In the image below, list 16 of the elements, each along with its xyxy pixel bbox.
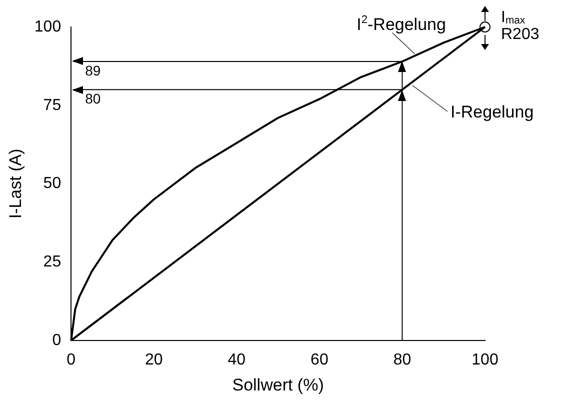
x-axis-title: Sollwert (%) (232, 375, 324, 394)
ref-line-label: 89 (85, 62, 101, 78)
x-tick-label: 40 (228, 351, 246, 368)
x-tick-label: 20 (144, 351, 163, 368)
x-tick-label: 60 (310, 351, 328, 368)
x-tick-label: 0 (66, 351, 76, 368)
y-tick-label: 50 (43, 175, 62, 192)
ref-line-label: 80 (85, 90, 101, 107)
x-tick-label: 100 (472, 351, 498, 368)
y-tick-label: 100 (34, 18, 62, 36)
y-tick-label: 25 (43, 253, 62, 270)
y-tick-label: 0 (52, 332, 62, 349)
x-tick-label: 80 (393, 351, 412, 368)
y-tick-label: 75 (43, 96, 62, 114)
y-axis-title: I-Last (A) (6, 148, 25, 219)
text: I-Regelung (450, 102, 534, 122)
